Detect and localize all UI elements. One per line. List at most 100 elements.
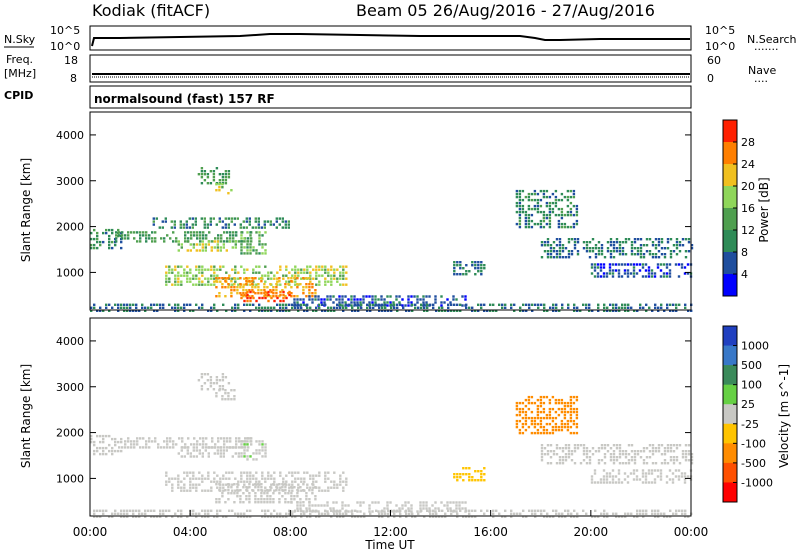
data-cell xyxy=(220,237,223,240)
data-cell xyxy=(177,283,180,286)
data-cell xyxy=(554,416,558,420)
data-cell xyxy=(531,309,534,312)
data-cell xyxy=(371,298,374,301)
data-cell xyxy=(121,231,124,234)
data-cell xyxy=(111,446,114,450)
data-cell xyxy=(162,512,165,515)
data-cell xyxy=(275,486,278,489)
data-cell xyxy=(599,275,603,278)
data-cell xyxy=(524,419,528,423)
data-cell xyxy=(200,176,204,179)
data-cell xyxy=(336,306,339,309)
data-cell xyxy=(207,474,210,477)
data-cell xyxy=(296,495,299,498)
data-cell xyxy=(288,471,291,474)
data-cell xyxy=(227,217,230,220)
data-cell xyxy=(237,452,240,455)
data-cell xyxy=(639,509,642,512)
data-cell xyxy=(632,469,636,472)
data-cell xyxy=(593,469,597,472)
data-cell xyxy=(156,515,159,518)
data-cell xyxy=(648,450,652,453)
data-cell xyxy=(558,256,562,259)
data-cell xyxy=(213,280,216,283)
data-cell xyxy=(297,306,300,309)
data-cell xyxy=(521,207,525,211)
data-cell xyxy=(416,301,419,304)
data-cell xyxy=(480,479,483,482)
data-cell xyxy=(236,286,239,289)
data-cell xyxy=(609,456,613,459)
data-cell xyxy=(201,283,204,286)
data-cell xyxy=(206,373,210,376)
data-cell xyxy=(608,266,612,269)
data-cell xyxy=(651,447,655,450)
data-cell xyxy=(407,295,410,298)
data-cell xyxy=(213,515,216,518)
data-cell xyxy=(194,217,197,220)
data-cell xyxy=(305,492,308,495)
data-cell xyxy=(548,407,552,411)
data-cell xyxy=(518,216,522,220)
data-cell xyxy=(354,303,357,306)
data-cell xyxy=(126,509,129,512)
data-cell xyxy=(617,469,621,472)
data-cell xyxy=(239,498,242,501)
data-cell xyxy=(238,446,241,449)
data-cell xyxy=(626,275,630,278)
data-cell xyxy=(219,449,222,452)
data-cell xyxy=(486,509,489,512)
data-cell xyxy=(323,298,326,301)
data-cell xyxy=(423,303,426,306)
data-cell xyxy=(386,501,389,504)
data-cell xyxy=(381,515,384,518)
data-cell xyxy=(618,244,622,247)
data-cell xyxy=(258,265,261,268)
data-cell xyxy=(660,462,664,465)
data-cell xyxy=(621,241,625,244)
data-cell xyxy=(308,295,311,298)
ytick-label: 4000 xyxy=(56,129,84,142)
data-cell xyxy=(657,306,660,309)
data-cell xyxy=(294,477,297,480)
data-cell xyxy=(237,455,240,458)
data-cell xyxy=(145,440,148,443)
data-cell xyxy=(549,306,552,309)
data-cell xyxy=(524,416,528,420)
data-cell xyxy=(405,509,408,512)
data-cell xyxy=(641,263,645,266)
data-cell xyxy=(238,240,241,243)
data-cell xyxy=(186,249,189,252)
data-cell xyxy=(279,299,282,303)
data-cell xyxy=(660,303,663,306)
data-cell xyxy=(206,223,209,226)
data-cell xyxy=(225,249,228,252)
data-cell xyxy=(404,304,407,307)
data-cell xyxy=(597,253,601,256)
data-cell xyxy=(561,250,565,253)
data-cell xyxy=(363,512,366,515)
data-cell xyxy=(163,237,166,240)
data-cell xyxy=(236,495,239,498)
data-cell xyxy=(318,512,321,515)
data-cell xyxy=(102,437,105,441)
data-cell xyxy=(510,306,513,309)
data-cell xyxy=(345,283,348,286)
data-cell xyxy=(501,303,504,306)
data-cell xyxy=(359,301,362,304)
data-cell xyxy=(471,509,474,512)
data-cell xyxy=(227,398,230,401)
data-cell xyxy=(213,303,216,306)
data-cell xyxy=(124,234,127,237)
data-cell xyxy=(258,237,261,240)
data-cell xyxy=(281,217,284,220)
data-cell xyxy=(618,450,622,453)
data-cell xyxy=(248,501,251,504)
data-cell xyxy=(648,238,652,241)
data-cell xyxy=(569,207,573,211)
data-cell xyxy=(501,515,504,518)
data-cell xyxy=(281,486,284,489)
data-cell xyxy=(231,483,234,486)
data-cell xyxy=(639,247,643,250)
data-cell xyxy=(123,512,126,515)
